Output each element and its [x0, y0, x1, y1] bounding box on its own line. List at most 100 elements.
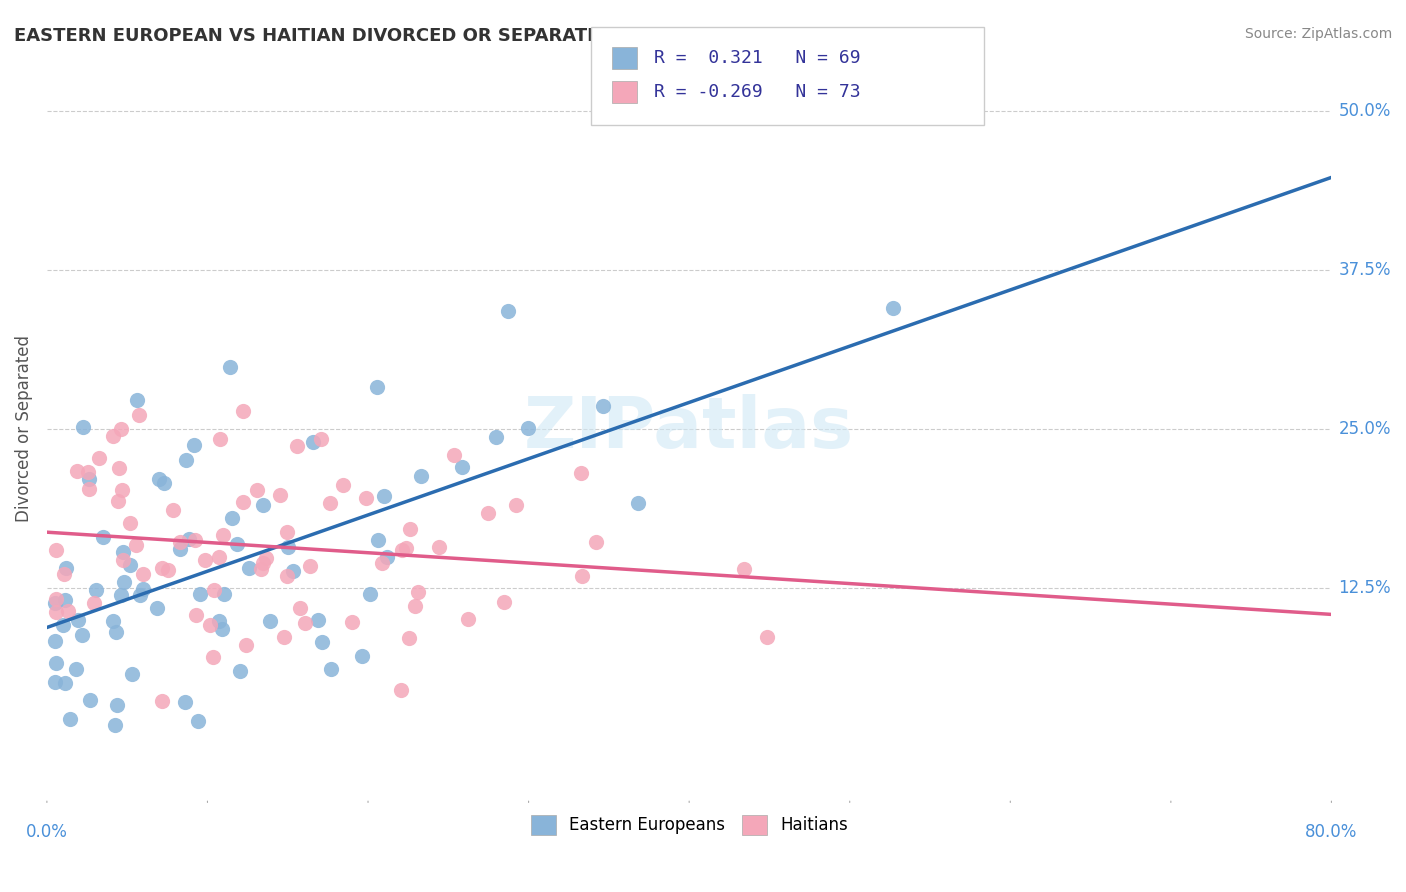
- Point: [79, 482, 101, 496]
- Point: [174, 452, 197, 467]
- Point: [391, 543, 413, 558]
- Point: [211, 622, 233, 636]
- Text: Source: ZipAtlas.com: Source: ZipAtlas.com: [1244, 27, 1392, 41]
- Text: 0.0%: 0.0%: [25, 823, 67, 841]
- Point: [212, 527, 235, 541]
- Point: [177, 532, 200, 546]
- Point: [59, 712, 82, 726]
- Point: [252, 498, 274, 512]
- Point: [238, 561, 260, 575]
- Point: [249, 562, 271, 576]
- Point: [91, 530, 114, 544]
- Point: [148, 472, 170, 486]
- Point: [571, 569, 593, 583]
- Point: [169, 542, 191, 557]
- Point: [204, 583, 226, 598]
- Point: [111, 483, 134, 497]
- Point: [398, 631, 420, 645]
- Point: [107, 461, 129, 475]
- Point: [221, 511, 243, 525]
- Point: [882, 301, 904, 315]
- Point: [156, 563, 179, 577]
- Point: [112, 552, 135, 566]
- Point: [342, 615, 364, 629]
- Point: [53, 676, 76, 690]
- Point: [107, 493, 129, 508]
- Point: [307, 613, 329, 627]
- Point: [187, 714, 209, 729]
- Point: [399, 522, 422, 536]
- Point: [79, 472, 101, 486]
- Point: [162, 503, 184, 517]
- Point: [45, 542, 67, 557]
- Point: [103, 718, 125, 732]
- Point: [569, 467, 592, 481]
- Point: [302, 435, 325, 450]
- Point: [76, 466, 98, 480]
- Point: [56, 604, 79, 618]
- Point: [128, 408, 150, 422]
- Point: [733, 562, 755, 576]
- Point: [79, 693, 101, 707]
- Point: [208, 549, 231, 564]
- Point: [375, 549, 398, 564]
- Point: [276, 524, 298, 539]
- Point: [443, 449, 465, 463]
- Point: [395, 541, 418, 555]
- Point: [332, 478, 354, 492]
- Text: ZIPatlas: ZIPatlas: [524, 394, 855, 464]
- Point: [132, 582, 155, 597]
- Point: [184, 533, 207, 548]
- Point: [53, 592, 76, 607]
- Point: [132, 567, 155, 582]
- Text: R =  0.321   N = 69: R = 0.321 N = 69: [654, 49, 860, 67]
- Point: [45, 591, 67, 606]
- Point: [125, 393, 148, 408]
- Point: [354, 491, 377, 505]
- Point: [408, 585, 430, 599]
- Point: [232, 495, 254, 509]
- Point: [212, 587, 235, 601]
- Point: [169, 535, 191, 549]
- Point: [84, 583, 107, 598]
- Point: [259, 614, 281, 628]
- Point: [145, 601, 167, 615]
- Point: [70, 628, 93, 642]
- Point: [494, 595, 516, 609]
- Point: [174, 696, 197, 710]
- Point: [235, 639, 257, 653]
- Point: [150, 560, 173, 574]
- Point: [290, 600, 312, 615]
- Point: [83, 596, 105, 610]
- Point: [52, 618, 75, 632]
- Point: [183, 438, 205, 452]
- Point: [359, 586, 381, 600]
- Point: [450, 459, 472, 474]
- Point: [283, 564, 305, 578]
- Point: [256, 550, 278, 565]
- Text: 12.5%: 12.5%: [1339, 579, 1391, 597]
- Point: [44, 596, 66, 610]
- Point: [477, 506, 499, 520]
- Point: [103, 615, 125, 629]
- Point: [276, 569, 298, 583]
- Point: [118, 516, 141, 530]
- Point: [112, 575, 135, 590]
- Text: 50.0%: 50.0%: [1339, 102, 1391, 120]
- Point: [105, 698, 128, 712]
- Point: [273, 630, 295, 644]
- Point: [352, 648, 374, 663]
- Point: [150, 693, 173, 707]
- Point: [45, 656, 67, 670]
- Point: [55, 560, 77, 574]
- Point: [184, 607, 207, 622]
- Point: [153, 476, 176, 491]
- Point: [427, 540, 450, 554]
- Point: [252, 557, 274, 571]
- Point: [218, 360, 240, 375]
- Point: [496, 304, 519, 318]
- Point: [298, 558, 321, 573]
- Point: [111, 545, 134, 559]
- Point: [101, 429, 124, 443]
- Point: [505, 498, 527, 512]
